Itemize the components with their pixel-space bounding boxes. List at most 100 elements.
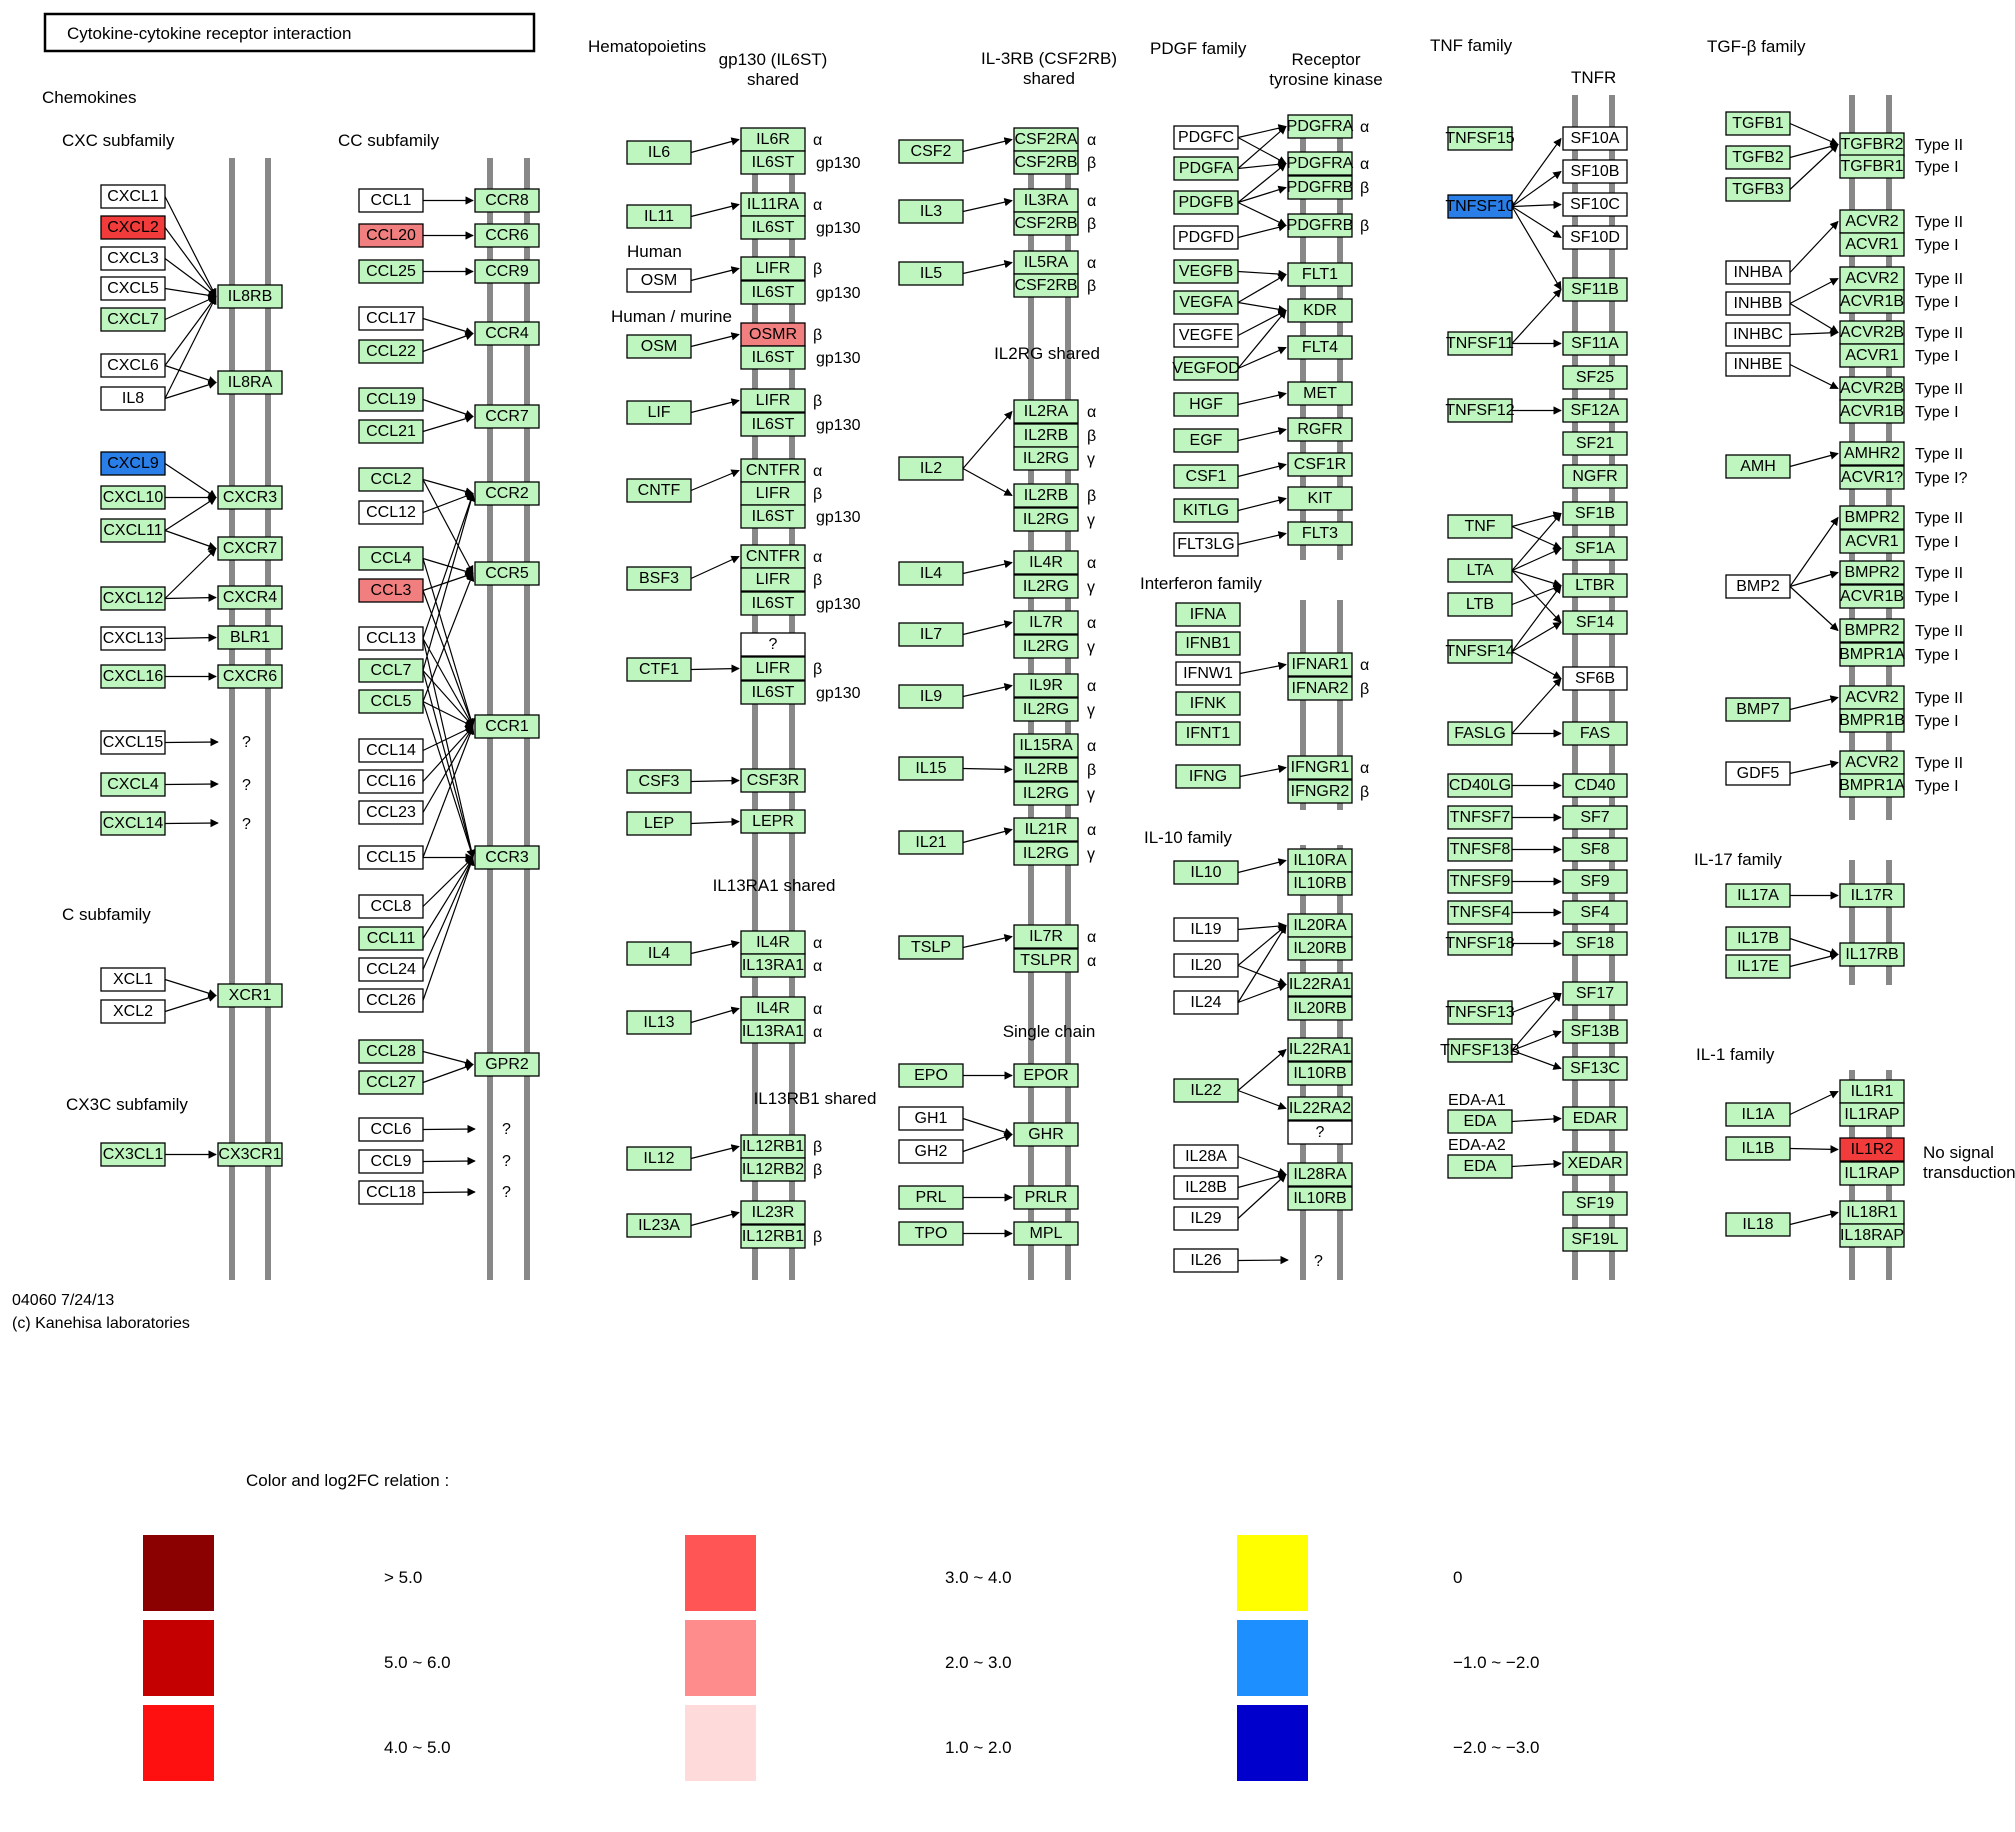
gene-ifnar2[interactable]: IFNAR2 (1287, 676, 1353, 701)
gene-pdgfrb[interactable]: PDGFRB (1287, 175, 1354, 200)
gene-ccl1[interactable]: CCL1 (358, 188, 424, 213)
gene-xcl2[interactable]: XCL2 (100, 999, 166, 1024)
gene-cx3cl1[interactable]: CX3CL1 (100, 1142, 166, 1167)
gene-il2rg[interactable]: IL2RG (1013, 841, 1079, 866)
gene-lep[interactable]: LEP (626, 811, 692, 836)
gene-inhbb[interactable]: INHBB (1725, 291, 1791, 316)
gene-ccl16[interactable]: CCL16 (358, 769, 424, 794)
gene-tnfsf15[interactable]: TNFSF15 (1445, 126, 1515, 151)
gene-ccl13[interactable]: CCL13 (358, 626, 424, 651)
gene-sf4[interactable]: SF4 (1562, 900, 1628, 925)
gene-xcl1[interactable]: XCL1 (100, 967, 166, 992)
gene-tnfsf12[interactable]: TNFSF12 (1445, 398, 1515, 423)
gene-acvr1[interactable]: ACVR1? (1839, 465, 1905, 490)
gene-tnfsf10[interactable]: TNFSF10 (1445, 194, 1515, 219)
gene-il6st[interactable]: IL6ST (740, 215, 806, 240)
gene-ccl19[interactable]: CCL19 (358, 387, 424, 412)
gene-tpo[interactable]: TPO (898, 1221, 964, 1246)
gene-ccl18[interactable]: CCL18 (358, 1180, 424, 1205)
gene-lifr[interactable]: LIFR (740, 656, 806, 681)
gene-tnfsf14[interactable]: TNFSF14 (1445, 639, 1515, 664)
gene-il17rb[interactable]: IL17RB (1839, 942, 1905, 967)
gene-il1r1[interactable]: IL1R1 (1839, 1079, 1905, 1104)
gene-gpr2[interactable]: GPR2 (474, 1052, 540, 1077)
gene-csf1[interactable]: CSF1 (1173, 464, 1239, 489)
gene-ccl14[interactable]: CCL14 (358, 738, 424, 763)
gene-il10ra[interactable]: IL10RA (1287, 848, 1353, 873)
gene-sf13c[interactable]: SF13C (1562, 1056, 1628, 1081)
gene-ccr4[interactable]: CCR4 (474, 321, 540, 346)
gene-cd40[interactable]: CD40 (1562, 773, 1628, 798)
gene-il2rb[interactable]: IL2RB (1013, 483, 1079, 508)
gene-amh[interactable]: AMH (1725, 454, 1791, 479)
gene-il20rb[interactable]: IL20RB (1287, 936, 1353, 961)
gene-il19[interactable]: IL19 (1173, 917, 1239, 942)
gene-ccr9[interactable]: CCR9 (474, 259, 540, 284)
gene-cxcl3[interactable]: CXCL3 (100, 246, 166, 271)
gene-ngfr[interactable]: NGFR (1562, 464, 1628, 489)
gene-il28a[interactable]: IL28A (1173, 1144, 1239, 1169)
gene-sf13b[interactable]: SF13B (1562, 1019, 1628, 1044)
gene-bsf3[interactable]: BSF3 (626, 566, 692, 591)
gene-epor[interactable]: EPOR (1013, 1063, 1079, 1088)
gene-pdgfa[interactable]: PDGFA (1173, 156, 1239, 181)
gene-il20rb[interactable]: IL20RB (1287, 996, 1353, 1021)
gene-il11ra[interactable]: IL11RA (740, 192, 806, 217)
gene-flt3[interactable]: FLT3 (1287, 521, 1353, 546)
gene-pdgfra[interactable]: PDGFRA (1287, 151, 1354, 176)
gene-lifr[interactable]: LIFR (740, 256, 806, 281)
gene-tnf[interactable]: TNF (1447, 514, 1513, 539)
gene-osm[interactable]: OSM (626, 334, 692, 359)
gene-il28b[interactable]: IL28B (1173, 1175, 1239, 1200)
gene-il7[interactable]: IL7 (898, 622, 964, 647)
gene-ctf1[interactable]: CTF1 (626, 657, 692, 682)
gene-cxcr3[interactable]: CXCR3 (217, 485, 283, 510)
gene-cxcl6[interactable]: CXCL6 (100, 353, 166, 378)
gene-il28ra[interactable]: IL28RA (1287, 1162, 1353, 1187)
gene-ifngr1[interactable]: IFNGR1 (1287, 755, 1353, 780)
gene-il8rb[interactable]: IL8RB (217, 284, 283, 309)
gene-csf2rb[interactable]: CSF2RB (1013, 273, 1079, 298)
gene-il6r[interactable]: IL6R (740, 127, 806, 152)
gene-ccl26[interactable]: CCL26 (358, 988, 424, 1013)
gene-il2[interactable]: IL2 (898, 456, 964, 481)
gene-ifnt1[interactable]: IFNT1 (1175, 721, 1241, 746)
gene-tgfbr2[interactable]: TGFBR2 (1839, 132, 1905, 157)
gene-bmpr1a[interactable]: BMPR1A (1839, 642, 1905, 667)
gene-cxcl13[interactable]: CXCL13 (100, 626, 166, 651)
gene-il2rg[interactable]: IL2RG (1013, 697, 1079, 722)
gene-sf11a[interactable]: SF11A (1562, 331, 1628, 356)
gene-il3[interactable]: IL3 (898, 199, 964, 224)
gene-sf18[interactable]: SF18 (1562, 931, 1628, 956)
gene-cx3cr1[interactable]: CX3CR1 (217, 1142, 283, 1167)
gene-il6st[interactable]: IL6ST (740, 591, 806, 616)
gene-fas[interactable]: FAS (1562, 721, 1628, 746)
gene-cxcl2[interactable]: CXCL2 (100, 215, 166, 240)
gene-csf2rb[interactable]: CSF2RB (1013, 150, 1079, 175)
gene-il22ra2[interactable]: IL22RA2 (1287, 1096, 1353, 1121)
gene-il5[interactable]: IL5 (898, 261, 964, 286)
gene-bmpr2[interactable]: BMPR2 (1839, 505, 1905, 530)
gene-il23a[interactable]: IL23A (626, 1213, 692, 1238)
gene-pdgfc[interactable]: PDGFC (1173, 125, 1239, 150)
gene-il15[interactable]: IL15 (898, 756, 964, 781)
gene-edar[interactable]: EDAR (1562, 1106, 1628, 1131)
gene-csf1r[interactable]: CSF1R (1287, 452, 1353, 477)
gene-ccr3[interactable]: CCR3 (474, 845, 540, 870)
gene-cntfr[interactable]: CNTFR (740, 458, 806, 483)
gene-il6[interactable]: IL6 (626, 140, 692, 165)
gene-faslg[interactable]: FASLG (1447, 721, 1513, 746)
gene-ifng[interactable]: IFNG (1175, 764, 1241, 789)
gene-pdgfrb[interactable]: PDGFRB (1287, 213, 1354, 238)
gene-il21r[interactable]: IL21R (1013, 817, 1079, 842)
gene-il6st[interactable]: IL6ST (740, 412, 806, 437)
gene-ccl21[interactable]: CCL21 (358, 419, 424, 444)
gene-kit[interactable]: KIT (1287, 486, 1353, 511)
gene-bmpr1b[interactable]: BMPR1B (1839, 708, 1905, 733)
gene-il20[interactable]: IL20 (1173, 953, 1239, 978)
gene-il4r[interactable]: IL4R (1013, 550, 1079, 575)
gene-ccl6[interactable]: CCL6 (358, 1117, 424, 1142)
gene-tslpr[interactable]: TSLPR (1013, 948, 1079, 973)
gene-acvr1b[interactable]: ACVR1B (1839, 584, 1905, 609)
gene-gdf5[interactable]: GDF5 (1725, 761, 1791, 786)
